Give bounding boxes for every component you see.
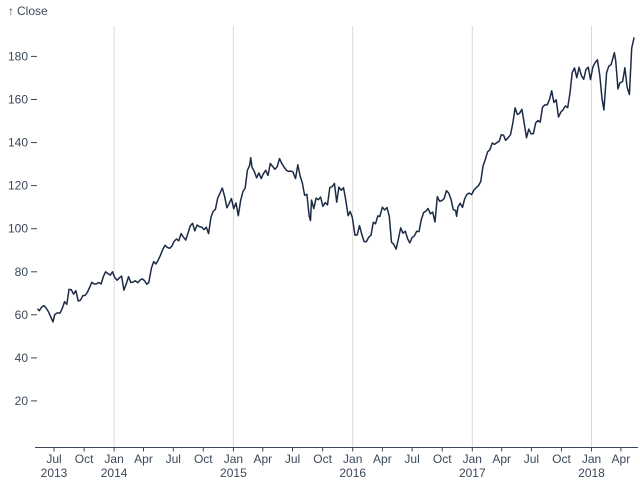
up-arrow-icon: ↑ xyxy=(8,4,14,18)
y-tick-label: 20 xyxy=(15,394,29,408)
x-tick-month-label: Oct xyxy=(75,452,94,466)
x-tick-year-label: 2018 xyxy=(578,466,605,480)
x-tick-month-label: Apr xyxy=(492,452,511,466)
x-tick-year-label: 2014 xyxy=(101,466,128,480)
y-tick-label: 100 xyxy=(8,222,28,236)
x-tick-month-label: Jan xyxy=(582,452,601,466)
x-tick-month-label: Jan xyxy=(463,452,482,466)
x-tick-month-label: Oct xyxy=(313,452,332,466)
x-tick-month-label: Apr xyxy=(253,452,272,466)
y-tick-label: 140 xyxy=(8,136,28,150)
y-axis-label-text: Close xyxy=(17,4,48,18)
y-tick-label: 120 xyxy=(8,179,28,193)
y-tick-label: 80 xyxy=(15,265,29,279)
x-tick-month-label: Jul xyxy=(46,452,61,466)
x-tick-month-label: Jan xyxy=(343,452,362,466)
x-tick-month-label: Jan xyxy=(104,452,123,466)
x-tick-month-label: Apr xyxy=(134,452,153,466)
y-tick-label: 40 xyxy=(15,351,29,365)
x-tick-year-label: 2013 xyxy=(41,466,68,480)
x-tick-month-label: Jul xyxy=(404,452,419,466)
x-tick-year-label: 2016 xyxy=(339,466,366,480)
x-tick-month-label: Jul xyxy=(524,452,539,466)
x-tick-month-label: Apr xyxy=(373,452,392,466)
price-line-close xyxy=(37,37,635,323)
y-tick-label: 160 xyxy=(8,93,28,107)
x-tick-month-label: Jul xyxy=(166,452,181,466)
x-tick-month-label: Oct xyxy=(552,452,571,466)
x-tick-month-label: Oct xyxy=(433,452,452,466)
x-tick-year-label: 2015 xyxy=(220,466,247,480)
x-tick-month-label: Jul xyxy=(285,452,300,466)
x-tick-month-label: Apr xyxy=(612,452,631,466)
x-tick-year-label: 2017 xyxy=(459,466,486,480)
x-tick-month-label: Jan xyxy=(224,452,243,466)
y-tick-label: 180 xyxy=(8,49,28,63)
x-tick-month-label: Oct xyxy=(194,452,213,466)
y-axis-label: ↑ Close xyxy=(8,4,48,18)
y-tick-label: 60 xyxy=(15,308,29,322)
